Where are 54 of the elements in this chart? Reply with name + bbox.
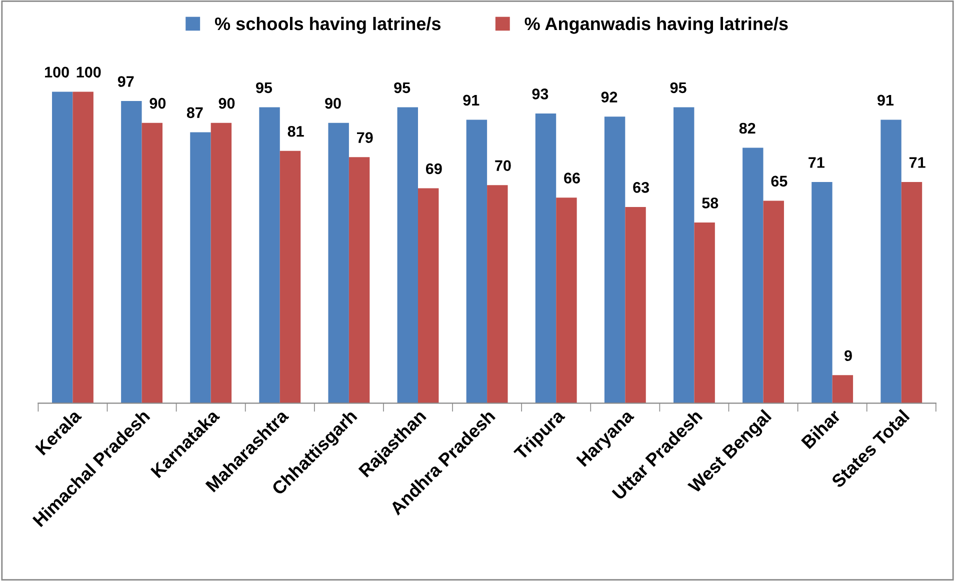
bar xyxy=(625,206,646,404)
bar xyxy=(535,114,556,404)
data-label: 90 xyxy=(150,98,166,109)
bar xyxy=(742,148,764,404)
data-label: 87 xyxy=(186,107,203,118)
bar xyxy=(763,200,784,404)
data-label: 91 xyxy=(877,94,894,106)
bar xyxy=(901,182,922,404)
data-label: 82 xyxy=(739,122,756,134)
data-label: 95 xyxy=(670,82,686,94)
data-label: 63 xyxy=(633,182,650,193)
data-label: 100 xyxy=(45,66,69,78)
data-label: 66 xyxy=(564,172,580,184)
data-label: 90 xyxy=(218,98,235,109)
data-label: 79 xyxy=(357,132,373,143)
bar xyxy=(190,132,211,404)
bar xyxy=(694,222,715,404)
bar xyxy=(812,182,832,404)
data-label: 65 xyxy=(771,176,788,187)
bar xyxy=(880,120,902,404)
data-label: 58 xyxy=(702,198,718,208)
bar xyxy=(397,107,418,404)
bar xyxy=(259,107,280,404)
data-label: 97 xyxy=(118,76,134,87)
bar xyxy=(832,375,854,404)
data-label: 95 xyxy=(394,82,410,94)
data-label: 95 xyxy=(256,82,272,94)
data-label: 69 xyxy=(426,163,442,174)
bar xyxy=(604,116,626,404)
bar xyxy=(280,150,301,404)
bar xyxy=(142,122,162,404)
bar xyxy=(348,157,370,404)
bar xyxy=(328,122,349,404)
bar xyxy=(52,92,73,404)
data-label: 92 xyxy=(601,92,618,102)
bar xyxy=(673,107,694,404)
data-label: 91 xyxy=(463,94,480,106)
data-label: 71 xyxy=(909,157,926,168)
bar xyxy=(556,198,577,404)
bar xyxy=(72,92,94,404)
data-label: 70 xyxy=(495,160,511,172)
legend-label: % schools having latrine/s xyxy=(214,16,441,34)
legend-label: % Anganwadis having latrine/s xyxy=(524,16,788,34)
data-label: 90 xyxy=(325,98,341,109)
data-label: 9 xyxy=(844,350,852,362)
bar xyxy=(418,188,439,404)
bar xyxy=(487,185,508,404)
bar xyxy=(210,122,232,404)
bar xyxy=(466,120,488,404)
data-label: 100 xyxy=(76,66,101,78)
bar xyxy=(121,101,142,404)
data-label: 81 xyxy=(288,126,304,137)
data-label: 71 xyxy=(808,157,824,168)
data-label: 93 xyxy=(532,88,548,100)
